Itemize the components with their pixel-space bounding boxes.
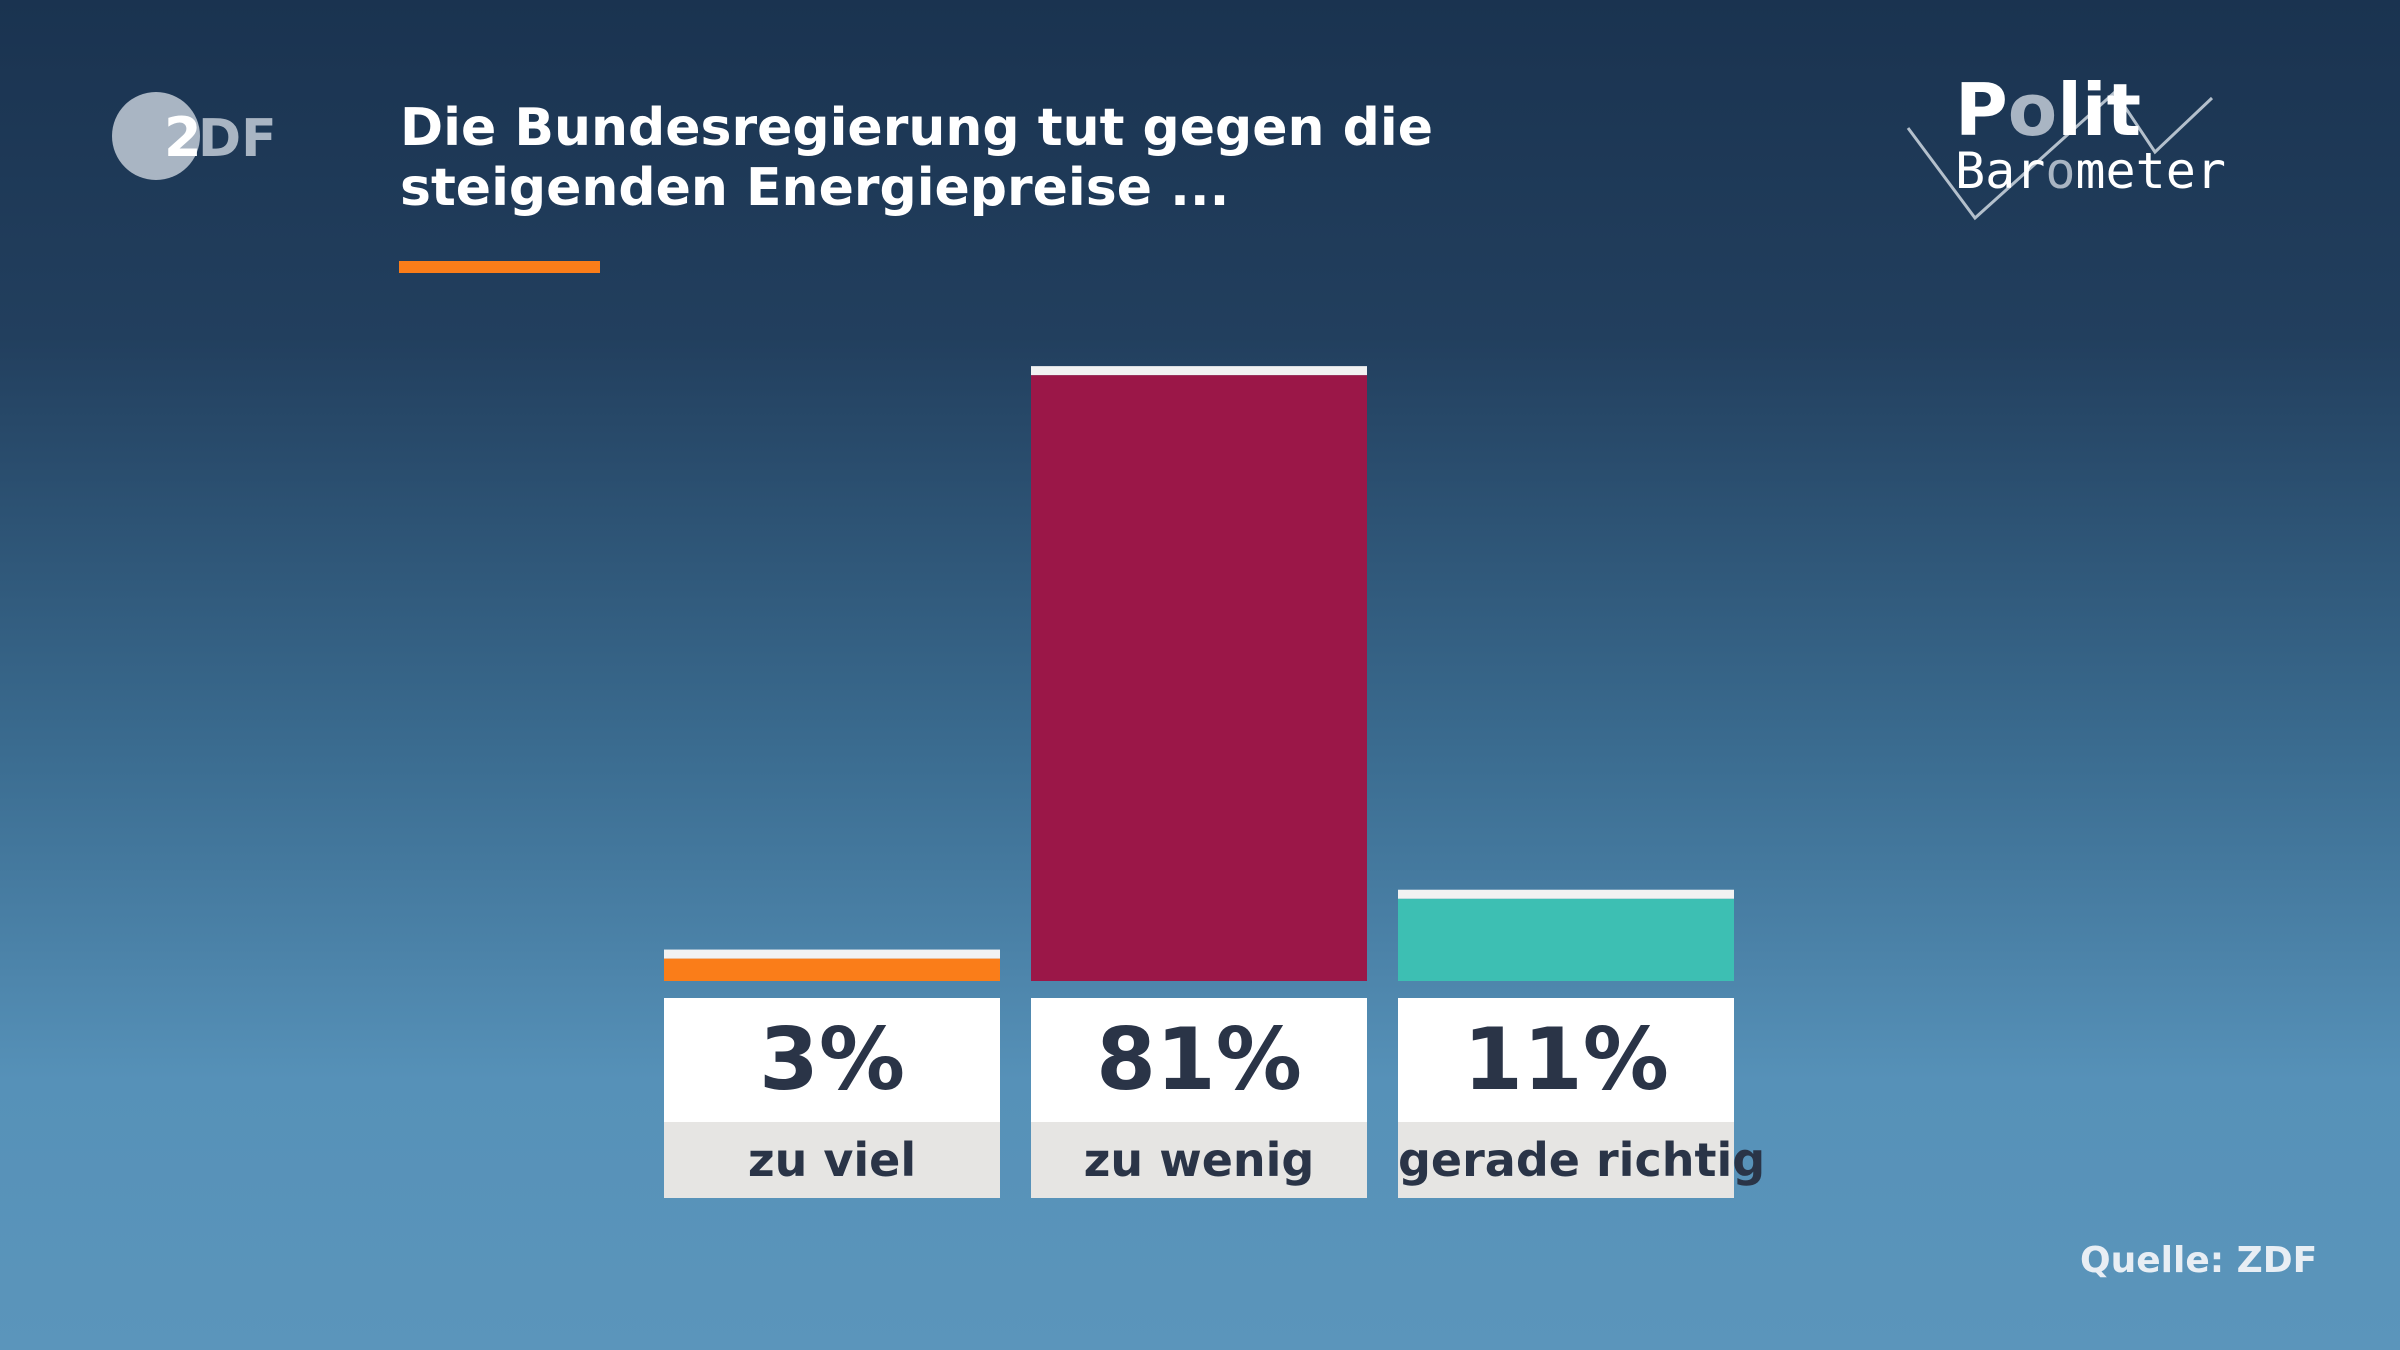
chart-title: Die Bundesregierung tut gegen die steige… [400,98,1433,218]
category-label: gerade richtig [1398,1122,1765,1198]
title-underline [399,261,600,273]
svg-text:DF: DF [198,109,277,169]
value-label: 3% [664,998,1000,1122]
source-note: Quelle: ZDF [2080,1240,2318,1281]
bar-0 [664,958,1000,981]
zdf-logo: 2 DF [112,90,282,182]
bar-1 [1031,375,1367,981]
svg-text:2: 2 [164,106,202,169]
value-label: 11% [1398,998,1734,1122]
bar-2 [1398,898,1734,981]
bar-cap-1 [1031,366,1367,376]
category-label: zu viel [664,1122,1000,1198]
bar-cap-0 [664,949,1000,959]
svg-text:Polit: Polit [1955,70,2141,152]
bar-cap-2 [1398,889,1734,899]
value-label: 81% [1031,998,1367,1122]
svg-text:Barometer: Barometer [1955,142,2226,200]
category-label: zu wenig [1031,1122,1367,1198]
politbarometer-logo: Polit Barometer [1900,68,2230,230]
